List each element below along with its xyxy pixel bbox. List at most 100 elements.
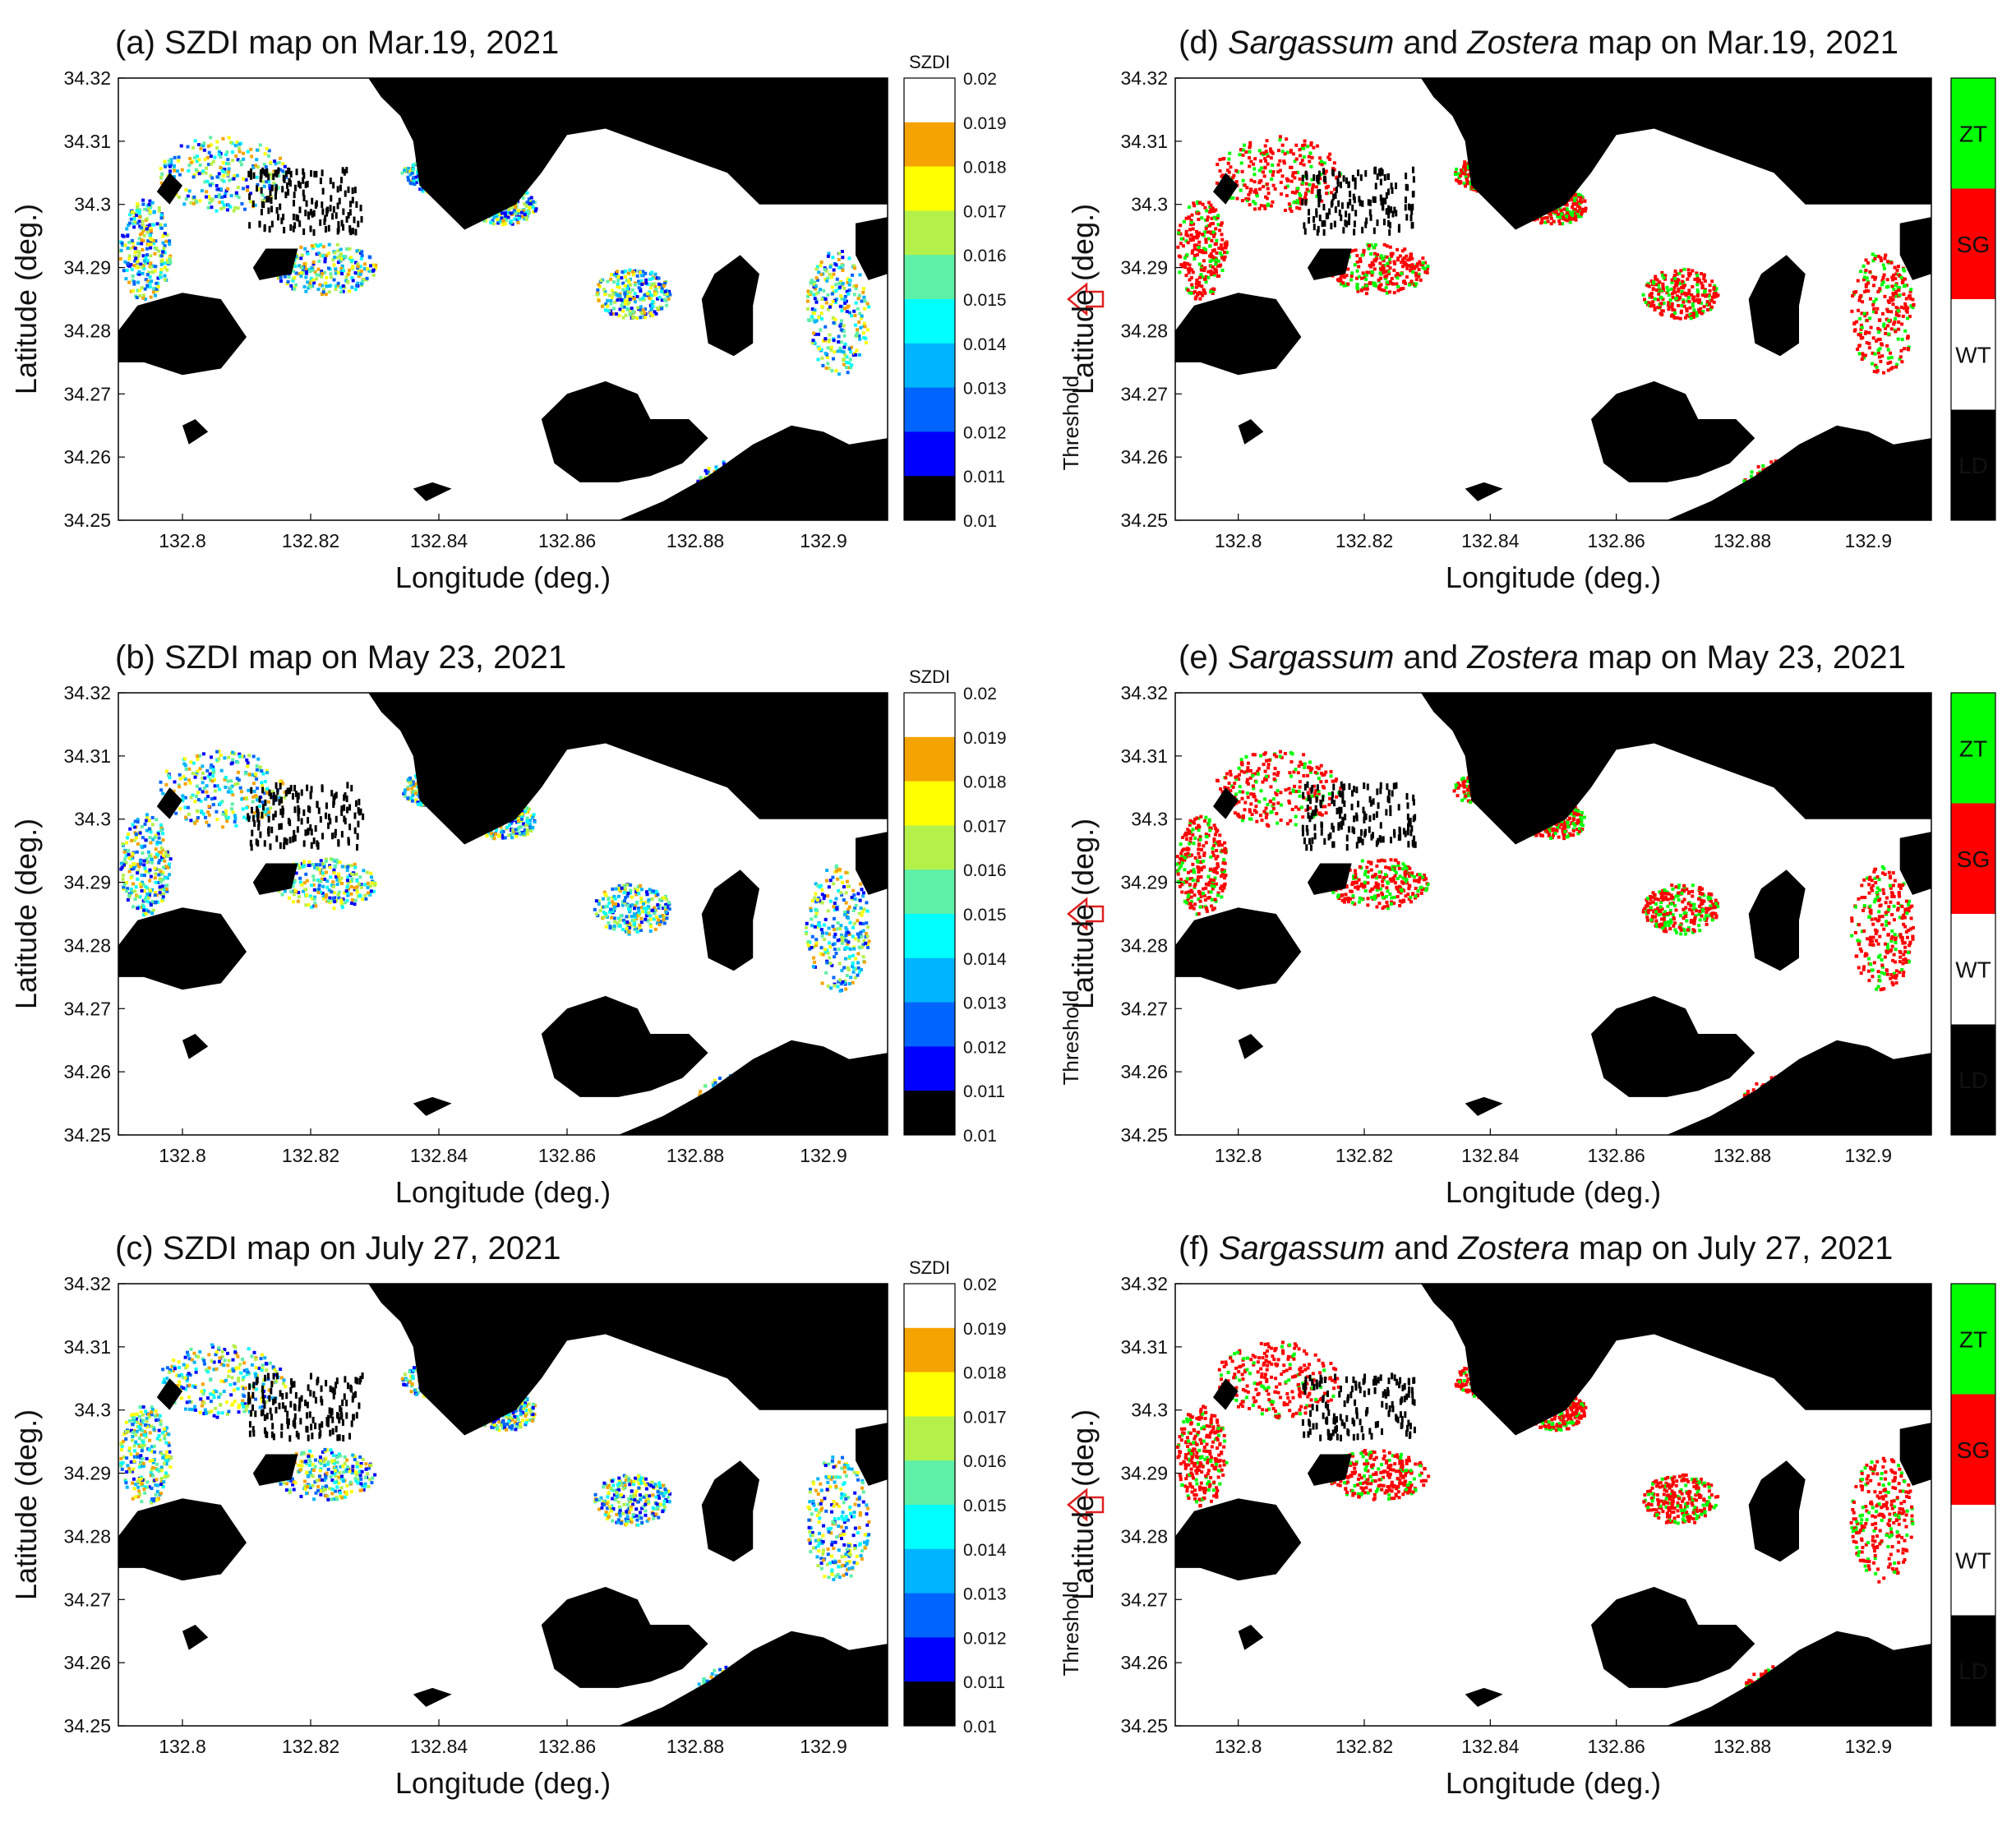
y-axis-label: Latitude (deg.) — [9, 819, 43, 1009]
colorbar-tick-label: 0.015 — [963, 906, 1007, 925]
land-areas — [118, 693, 888, 1135]
legend-label: WT — [1955, 342, 1991, 367]
x-tick-label: 132.8 — [159, 530, 206, 551]
legend-label: ZT — [1959, 121, 1987, 146]
colorbar-swatch — [904, 1046, 955, 1091]
colorbar-tick-label: 0.018 — [963, 1364, 1007, 1383]
legend-label: LD — [1958, 453, 1988, 478]
y-tick-label: 34.28 — [63, 934, 111, 956]
land-polygon — [1175, 907, 1302, 990]
colorbar-swatch — [904, 1284, 955, 1329]
y-tick-label: 34.26 — [1120, 1061, 1168, 1082]
legend-swatch — [1951, 299, 1995, 410]
x-tick-label: 132.86 — [1587, 1736, 1645, 1757]
y-tick-label: 34.29 — [1120, 872, 1168, 893]
colorbar-tick-label: 0.018 — [963, 159, 1007, 178]
legend-swatch — [1951, 693, 1995, 804]
colorbar-swatch — [904, 166, 955, 211]
axes-frame — [118, 77, 888, 521]
land-polygon — [1899, 1423, 1931, 1486]
colorbar-swatch — [904, 914, 955, 959]
land-polygon — [118, 1498, 247, 1581]
colorbar-swatch — [904, 1637, 955, 1682]
x-tick-label: 132.88 — [1714, 530, 1771, 551]
legend-label: LD — [1958, 1068, 1988, 1093]
x-tick-label: 132.86 — [1587, 1145, 1645, 1166]
x-tick-label: 132.86 — [538, 1145, 596, 1166]
x-tick-label: 132.84 — [410, 1145, 468, 1166]
land-polygon — [1308, 1454, 1352, 1486]
colorbar-swatch — [904, 122, 955, 168]
land-polygon — [1667, 425, 1931, 520]
land-polygon — [1667, 1040, 1931, 1135]
y-axis-label: Latitude (deg.) — [1066, 1409, 1100, 1600]
land-polygon — [618, 425, 888, 520]
colorbar-tick-label: 0.012 — [963, 1038, 1007, 1057]
threshold-arrow-icon — [1067, 282, 1105, 316]
colorbar-swatch — [904, 869, 955, 915]
colorbar-tick-label: 0.012 — [963, 1629, 1007, 1648]
colorbar-swatch — [904, 476, 955, 521]
y-tick-label: 34.32 — [1120, 1273, 1168, 1294]
land-polygon — [1308, 248, 1352, 280]
colorbar-swatch — [904, 1327, 955, 1373]
legend-frame — [1950, 692, 1996, 1136]
land-polygon — [156, 1378, 182, 1410]
legend-swatch — [1951, 1505, 1995, 1616]
y-tick-label: 34.3 — [1131, 194, 1168, 215]
y-axis-label: Latitude (deg.) — [9, 1409, 43, 1600]
land-polygon — [1899, 832, 1931, 895]
y-tick-label: 34.25 — [1120, 1124, 1168, 1146]
x-tick-label: 132.9 — [1845, 530, 1893, 551]
colorbar-tick-label: 0.012 — [963, 423, 1007, 442]
panel-title: (c) SZDI map on July 27, 2021 — [115, 1230, 561, 1266]
colorbar-swatch — [904, 693, 955, 738]
x-tick-label: 132.82 — [282, 530, 339, 551]
x-tick-label: 132.9 — [800, 1145, 847, 1166]
colorbar-tick-label: 0.02 — [963, 1275, 997, 1294]
legend-label: ZT — [1959, 1326, 1987, 1352]
y-tick-label: 34.32 — [1120, 67, 1168, 89]
threshold-arrow-icon — [1067, 897, 1105, 931]
land-polygon — [618, 1631, 888, 1726]
legend-frame — [1950, 77, 1996, 521]
y-tick-label: 34.28 — [63, 320, 111, 341]
y-tick-label: 34.25 — [1120, 1715, 1168, 1737]
land-polygon — [1213, 1378, 1239, 1410]
land-polygon — [1238, 1034, 1264, 1059]
y-tick-label: 34.25 — [63, 510, 111, 531]
land-polygon — [1213, 173, 1239, 205]
legend-swatch — [1951, 188, 1995, 300]
land-polygon — [252, 1454, 298, 1486]
legend-swatch — [1951, 78, 1995, 189]
colorbar-swatch — [904, 1681, 955, 1727]
land-polygon — [541, 381, 708, 482]
land-polygon — [1465, 482, 1503, 501]
x-axis-label: Longitude (deg.) — [1446, 1766, 1661, 1800]
y-tick-label: 34.28 — [1120, 934, 1168, 956]
land-polygon — [1175, 1498, 1302, 1581]
colorbar-tick-label: 0.017 — [963, 1408, 1007, 1427]
legend-swatch — [1951, 409, 1995, 521]
land-polygon — [413, 482, 452, 501]
axes-frame — [118, 692, 888, 1136]
land-polygon — [856, 217, 888, 280]
colorbar-tick-label: 0.01 — [963, 1127, 997, 1146]
colorbar-tick-label: 0.01 — [963, 1718, 997, 1737]
land-polygon — [701, 1460, 759, 1562]
x-tick-label: 132.84 — [1461, 530, 1520, 551]
x-tick-label: 132.86 — [538, 530, 596, 551]
y-tick-label: 34.27 — [63, 383, 111, 404]
legend-frame — [1950, 1283, 1996, 1727]
class-legend: ZT SG WT LD — [1950, 1283, 1996, 1727]
panel-title: (b) SZDI map on May 23, 2021 — [115, 639, 566, 676]
land-polygon — [1238, 419, 1264, 445]
land-polygon — [618, 1040, 888, 1135]
colorbar-swatch — [904, 1416, 955, 1461]
x-tick-label: 132.9 — [800, 530, 847, 551]
x-tick-label: 132.8 — [1215, 1145, 1262, 1166]
axes-frame — [1174, 692, 1932, 1136]
x-tick-label: 132.82 — [282, 1145, 339, 1166]
